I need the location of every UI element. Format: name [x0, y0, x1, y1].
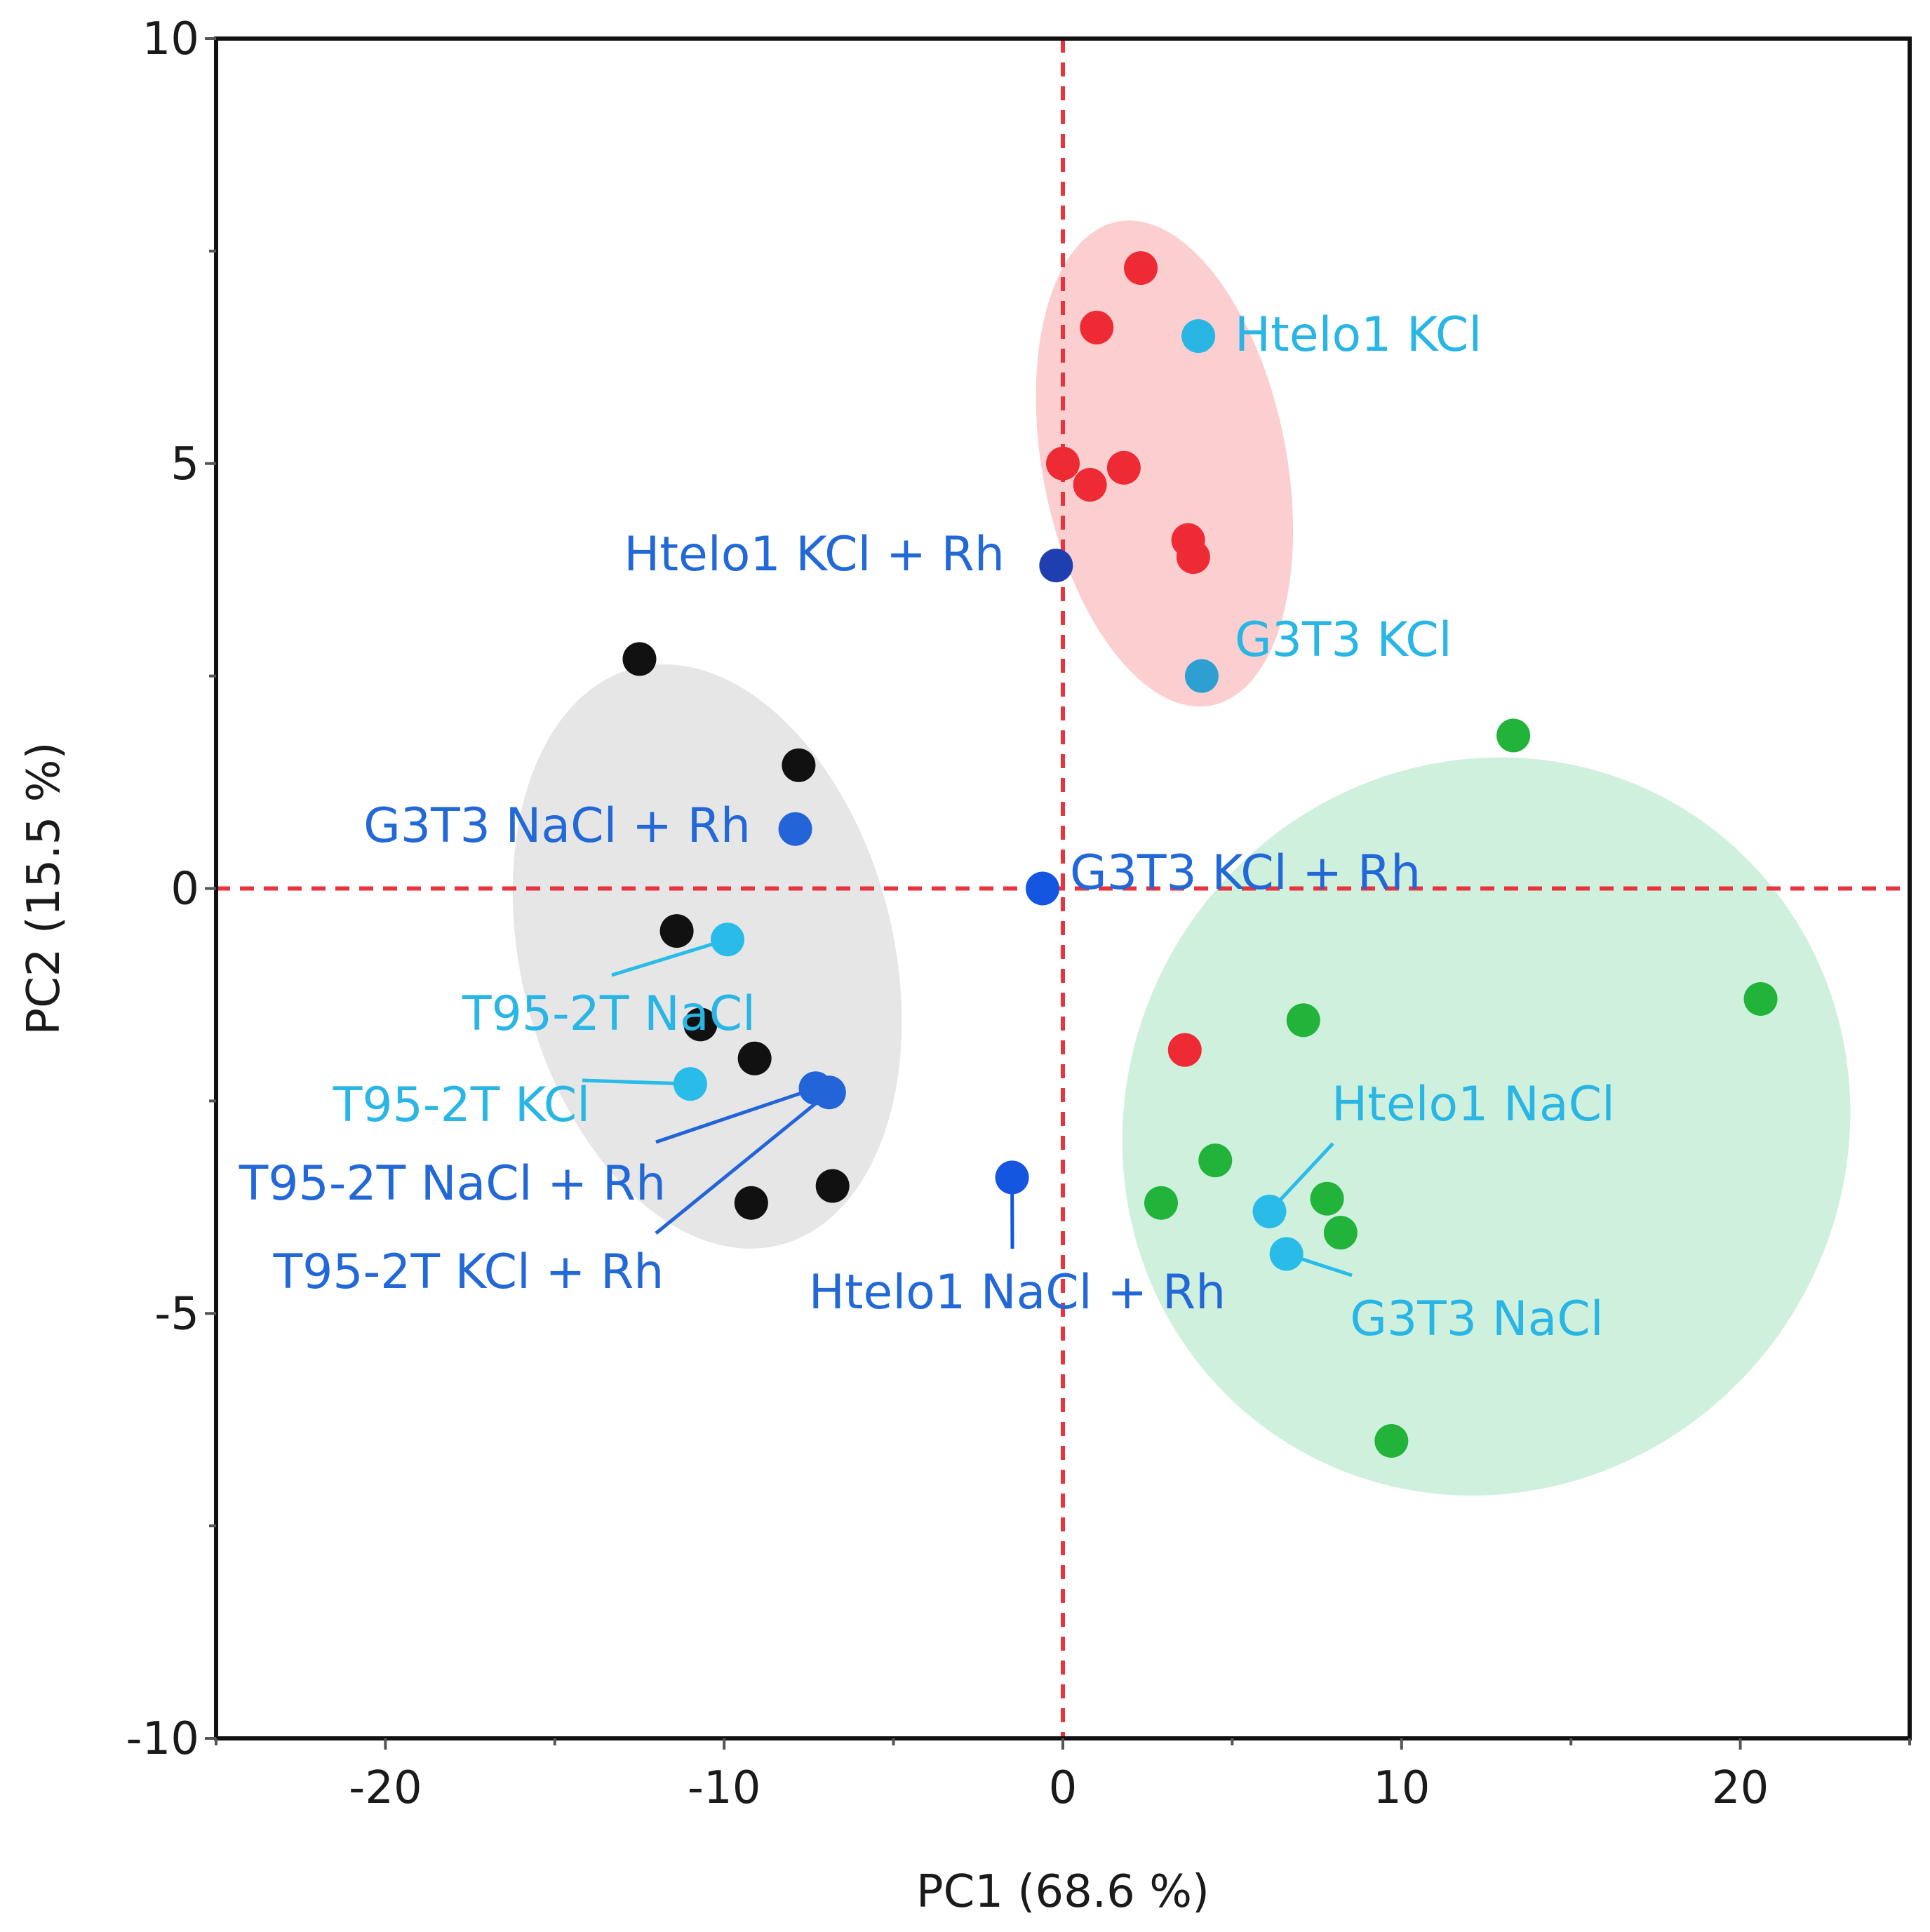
reference-lines: [216, 39, 1910, 1738]
red-point: [1176, 540, 1210, 575]
x-tick-label: -10: [688, 1762, 761, 1814]
label-leader-lines: [582, 937, 1353, 1277]
point-label: G3T3 NaCl + Rh: [363, 798, 751, 854]
red-point: [1106, 450, 1141, 485]
leader-line: [582, 1078, 691, 1086]
labeled-point: [673, 1067, 707, 1101]
green-point: [1374, 1423, 1409, 1458]
green-point: [1198, 1143, 1233, 1178]
y-axis-title: PC2 (15.5 %): [18, 742, 70, 1035]
x-tick-label: 0: [1049, 1762, 1078, 1814]
point-label: Htelo1 NaCl: [1332, 1077, 1615, 1132]
labeled-point: [1026, 871, 1060, 906]
green-point: [1496, 718, 1531, 753]
black-point: [737, 1041, 772, 1075]
labeled-point: [1039, 549, 1073, 583]
black-point: [659, 914, 694, 948]
black-point: [782, 748, 816, 782]
leader-line: [655, 1091, 831, 1235]
leader-line: [655, 1086, 817, 1144]
point-label: G3T3 KCl + Rh: [1070, 845, 1421, 901]
labeled-point: [995, 1160, 1029, 1195]
labeled-point: [1181, 319, 1216, 354]
black-point: [622, 642, 657, 676]
y-tick-label: 5: [170, 438, 199, 490]
green-cluster-ellipse: [1122, 757, 1851, 1496]
y-tick-label: -5: [154, 1288, 199, 1340]
labeled-point: [1269, 1237, 1304, 1271]
labeled-point: [1252, 1194, 1287, 1228]
axis-ticks: -20 -10 0 10 20 10 5 0 -5 -10: [126, 13, 1911, 1814]
labeled-point: [812, 1075, 846, 1110]
green-point: [1743, 981, 1778, 1016]
labeled-point: [778, 812, 812, 846]
red-point: [1046, 446, 1080, 481]
data-points: [622, 251, 1778, 1458]
point-label: T95-2T KCl + Rh: [273, 1245, 664, 1300]
red-point: [1124, 251, 1158, 286]
leader-line: [611, 937, 728, 977]
point-label: Htelo1 KCl + Rh: [624, 527, 1005, 582]
labeled-point: [1184, 659, 1219, 693]
point-label: G3T3 KCl: [1235, 612, 1452, 668]
black-point: [815, 1169, 850, 1203]
point-label: Htelo1 KCl: [1235, 307, 1482, 363]
black-cluster-ellipse: [512, 664, 902, 1249]
black-point: [734, 1186, 768, 1220]
x-tick-label: 20: [1712, 1762, 1769, 1814]
y-tick-label: -10: [126, 1713, 199, 1765]
green-point: [1286, 1003, 1320, 1038]
x-tick-label: -20: [349, 1762, 422, 1814]
point-label: Htelo1 NaCl + Rh: [809, 1265, 1226, 1320]
point-label: T95-2T KCl: [333, 1078, 590, 1133]
black-point: [683, 1007, 718, 1042]
red-point: [1080, 310, 1114, 344]
red-point: [1073, 468, 1107, 502]
point-label: G3T3 NaCl: [1350, 1292, 1603, 1347]
point-label: T95-2T NaCl + Rh: [239, 1156, 666, 1212]
point-labels: Htelo1 KCl G3T3 KCl Htelo1 KCl + Rh G3T3 Na…: [239, 307, 1615, 1347]
labeled-point: [711, 923, 745, 957]
point-label: T95-2T NaCl: [462, 986, 756, 1042]
green-point: [1310, 1181, 1344, 1216]
y-tick-label: 0: [170, 864, 199, 915]
y-tick-label: 10: [142, 13, 199, 65]
x-tick-label: 10: [1373, 1762, 1430, 1814]
green-point: [1144, 1186, 1179, 1220]
green-point: [1323, 1216, 1358, 1250]
x-axis-title: PC1 (68.6 %): [916, 1866, 1209, 1918]
red-point: [1167, 1033, 1202, 1067]
